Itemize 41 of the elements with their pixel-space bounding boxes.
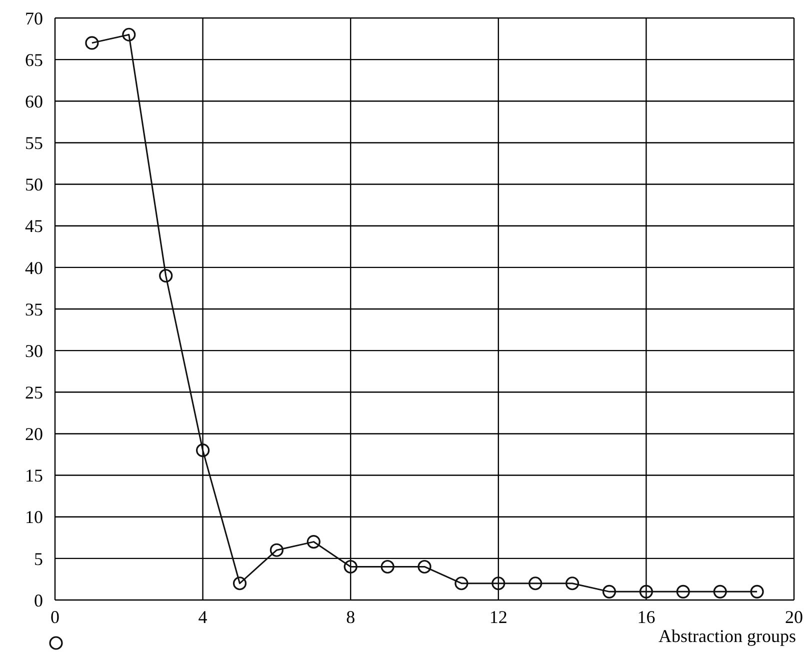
point (270, 543, 284, 557)
point (639, 584, 653, 598)
point (122, 28, 136, 42)
x-tick-label: 0 (50, 606, 60, 627)
y-tick-label: 5 (34, 548, 43, 569)
point (750, 584, 764, 598)
x-tick-label: 20 (785, 606, 803, 627)
point (528, 576, 542, 590)
x-tick-label: 16 (637, 606, 656, 627)
point (492, 576, 506, 590)
point (602, 584, 616, 598)
y-tick-label: 35 (25, 299, 43, 320)
point (306, 535, 320, 549)
x-axis-title: Abstraction groups (658, 626, 796, 646)
point (713, 584, 727, 598)
point (418, 560, 432, 574)
y-tick-label: 45 (25, 216, 43, 236)
y-tick-label: 55 (25, 133, 43, 154)
y-tick-label: 0 (34, 590, 43, 610)
x-tick-label: 4 (198, 606, 208, 627)
point (566, 576, 580, 590)
y-tick-label: 20 (25, 424, 43, 444)
y-tick-label: 50 (25, 174, 43, 195)
point (85, 36, 99, 50)
y-tick-label: 70 (25, 8, 43, 28)
x-tick-label: 8 (346, 606, 356, 627)
y-tick-label: 40 (25, 258, 43, 278)
y-tick-label: 25 (25, 382, 43, 403)
point (344, 560, 358, 574)
y-tick-label: 65 (25, 50, 43, 70)
y-tick-label: 60 (25, 92, 43, 112)
point (232, 576, 247, 590)
y-tick-label: 15 (25, 466, 43, 486)
point (454, 576, 468, 590)
point (676, 584, 690, 598)
y-tick-label: 30 (25, 340, 43, 361)
y-tick-label: 10 (25, 507, 43, 528)
x-tick-label: 12 (489, 606, 508, 627)
point (196, 444, 210, 458)
point (380, 560, 394, 574)
point (159, 268, 173, 283)
